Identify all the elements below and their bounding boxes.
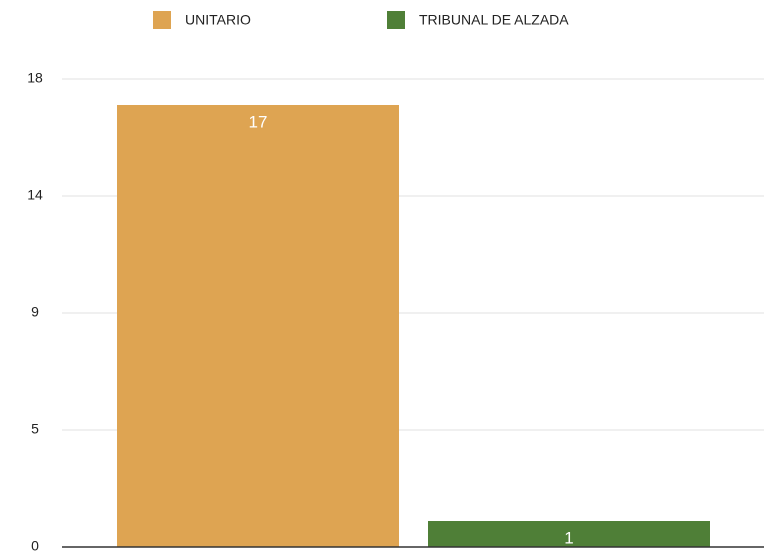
legend-swatch: [153, 11, 171, 29]
bar: [117, 105, 399, 547]
y-tick-label: 14: [27, 187, 43, 203]
data-label: 1: [564, 528, 573, 547]
y-tick-label: 5: [31, 421, 39, 437]
data-label: 17: [249, 112, 268, 131]
legend-label: UNITARIO: [185, 12, 251, 28]
y-tick-label: 9: [31, 304, 39, 320]
bar: [428, 521, 710, 547]
legend-label: TRIBUNAL DE ALZADA: [419, 12, 569, 28]
legend-swatch: [387, 11, 405, 29]
y-tick-label: 18: [27, 70, 43, 86]
y-tick-label: 0: [31, 538, 39, 553]
